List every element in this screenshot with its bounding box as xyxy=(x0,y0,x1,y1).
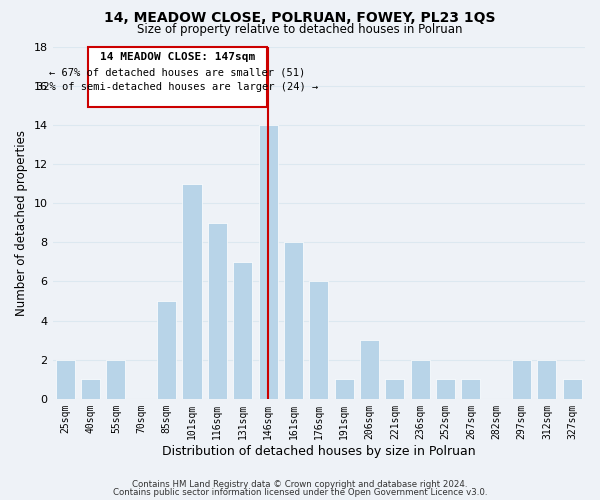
Bar xyxy=(284,242,303,399)
Bar xyxy=(309,282,328,399)
Bar xyxy=(385,380,404,399)
Bar xyxy=(233,262,252,399)
Text: 14, MEADOW CLOSE, POLRUAN, FOWEY, PL23 1QS: 14, MEADOW CLOSE, POLRUAN, FOWEY, PL23 1… xyxy=(104,11,496,25)
Bar xyxy=(208,222,227,399)
Bar xyxy=(360,340,379,399)
Bar xyxy=(461,380,481,399)
Text: Size of property relative to detached houses in Polruan: Size of property relative to detached ho… xyxy=(137,22,463,36)
Bar xyxy=(512,360,531,399)
Bar xyxy=(259,125,278,399)
Bar xyxy=(335,380,353,399)
Bar xyxy=(56,360,75,399)
Bar xyxy=(106,360,125,399)
FancyBboxPatch shape xyxy=(88,46,267,107)
Text: Contains HM Land Registry data © Crown copyright and database right 2024.: Contains HM Land Registry data © Crown c… xyxy=(132,480,468,489)
Bar xyxy=(81,380,100,399)
Text: 14 MEADOW CLOSE: 147sqm: 14 MEADOW CLOSE: 147sqm xyxy=(100,52,255,62)
Bar xyxy=(436,380,455,399)
Y-axis label: Number of detached properties: Number of detached properties xyxy=(15,130,28,316)
Text: 32% of semi-detached houses are larger (24) →: 32% of semi-detached houses are larger (… xyxy=(37,82,318,92)
Bar xyxy=(538,360,556,399)
Bar xyxy=(410,360,430,399)
Bar xyxy=(157,301,176,399)
Text: Contains public sector information licensed under the Open Government Licence v3: Contains public sector information licen… xyxy=(113,488,487,497)
Text: ← 67% of detached houses are smaller (51): ← 67% of detached houses are smaller (51… xyxy=(49,67,305,77)
Bar xyxy=(182,184,202,399)
Bar xyxy=(563,380,582,399)
X-axis label: Distribution of detached houses by size in Polruan: Distribution of detached houses by size … xyxy=(162,444,476,458)
